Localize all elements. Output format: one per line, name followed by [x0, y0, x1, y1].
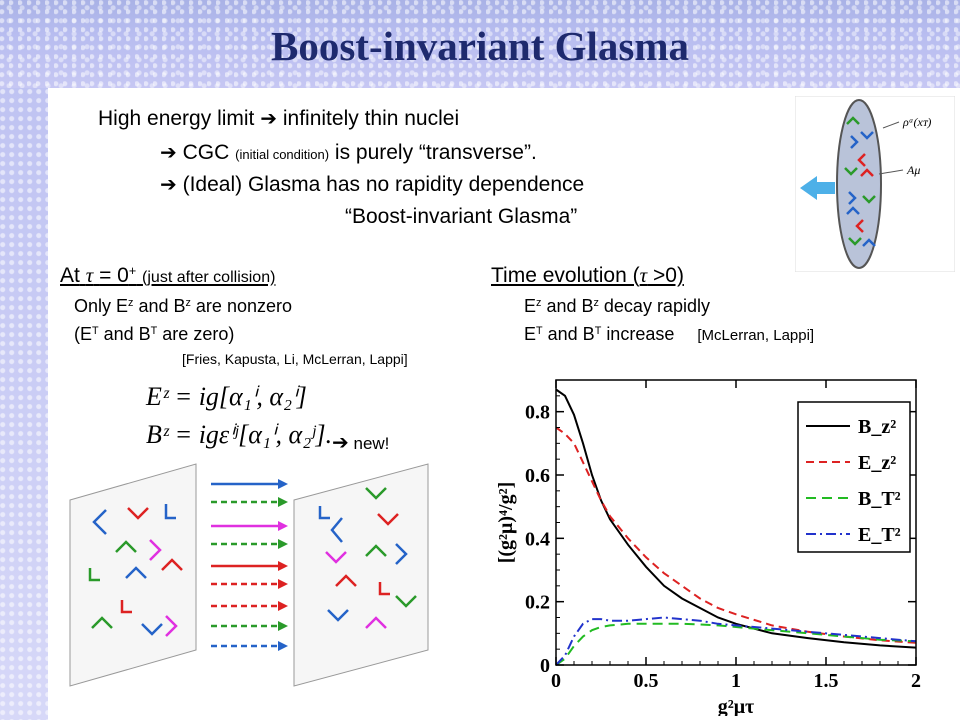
- equation-Ez: Eᶻ = ig[α₁ⁱ, α₂ⁱ]: [146, 382, 307, 411]
- left-line-1-a: Only E: [74, 296, 129, 316]
- new-label: new!: [353, 434, 390, 453]
- left-heading: At τ = 0+ (just after collision): [60, 263, 275, 288]
- T-superscript: T: [536, 325, 543, 338]
- y-tick-label: 0.6: [525, 465, 550, 487]
- arrow-icon: ➔: [260, 108, 278, 130]
- intro-line-1: High energy limit ➔ infinitely thin nucl…: [98, 106, 459, 131]
- left-heading-at: At: [60, 264, 80, 287]
- equation-Bz: Bᶻ = igεⁱʲ[α₁ⁱ, α₂ʲ].: [146, 420, 333, 449]
- y-tick-label: 0: [540, 655, 550, 677]
- intro-line-3-text: (Ideal) Glasma has no rapidity dependenc…: [182, 173, 585, 196]
- y-tick-label: 0.2: [525, 592, 550, 614]
- slide-title: Boost-invariant Glasma: [271, 23, 689, 69]
- z-superscript: z: [536, 297, 542, 310]
- right-line-2: ET and BT increase [McLerran, Lappi]: [524, 324, 814, 345]
- intro-transverse: is purely “transverse”.: [334, 141, 537, 164]
- nucleus-diagram: ρᵃ(xᴛ) Aμ: [795, 96, 955, 272]
- left-reference: [Fries, Kapusta, Li, McLerran, Lappi]: [182, 351, 408, 367]
- intro-line-1-text: High energy limit: [98, 107, 255, 130]
- right-reference: [McLerran, Lappi]: [697, 327, 815, 344]
- left-line-2-c: are zero): [162, 324, 235, 344]
- left-line-2-a: (E: [74, 324, 92, 344]
- z-superscript: z: [128, 297, 134, 310]
- x-tick-label: 0.5: [634, 670, 659, 692]
- intro-cgc: CGC: [182, 141, 230, 164]
- left-line-1-b: and B: [138, 296, 186, 316]
- x-tick-label: 1.5: [814, 670, 839, 692]
- tau-symbol: τ: [85, 263, 94, 287]
- legend-label-0: B_z²: [858, 416, 896, 438]
- y-axis-label: [(g²μ)⁴/g²]: [495, 482, 517, 564]
- intro-line-4: “Boost-invariant Glasma”: [345, 205, 578, 228]
- intro-line-2: ➔ CGC (initial condition) is purely “tra…: [160, 140, 537, 165]
- right-line-2-b: and B: [547, 324, 595, 344]
- left-heading-note: (just after collision): [142, 269, 276, 286]
- title-bar: [0, 0, 960, 88]
- right-line-1-a: E: [524, 296, 537, 316]
- intro-line-3: ➔ (Ideal) Glasma has no rapidity depende…: [160, 172, 584, 197]
- series-line-2: [555, 622, 917, 666]
- arrow-icon: ➔: [160, 142, 177, 164]
- left-heading-eq: = 0: [99, 264, 129, 287]
- left-line-2-b: and B: [103, 324, 151, 344]
- plus-superscript: +: [128, 264, 137, 279]
- legend-label-1: E_z²: [858, 452, 896, 474]
- x-axis-label: g²μτ: [718, 696, 755, 716]
- legend-label-3: E_T²: [858, 524, 901, 546]
- decorative-strip: [0, 88, 48, 720]
- x-tick-label: 2: [911, 670, 921, 692]
- intro-line-1-text-b: infinitely thin nuclei: [282, 107, 460, 130]
- field-sheets-diagram: [69, 463, 429, 687]
- arrow-icon: ➔: [332, 432, 349, 454]
- decay-chart: 0 0.5 1 1.5 2 0 0.2 0.4 0.6 0.8 g²μτ [(g²μ)⁴/g²] B_…: [492, 372, 954, 716]
- y-tick-label: 0.4: [525, 528, 550, 550]
- z-superscript: z: [593, 297, 599, 310]
- z-superscript: z: [185, 297, 191, 310]
- T-superscript: T: [92, 325, 99, 338]
- right-line-1: Ez and Bz decay rapidly: [524, 296, 710, 317]
- series-line-1: [555, 426, 917, 644]
- x-tick-label: 0: [551, 670, 561, 692]
- right-heading: Time evolution (τ >0): [491, 263, 684, 288]
- rho-label: ρᵃ(xᴛ): [902, 115, 931, 129]
- tau-symbol: τ: [639, 263, 648, 287]
- series-line-3: [555, 616, 917, 666]
- intro-initial-condition: (initial condition): [235, 147, 330, 162]
- left-line-2: (ET and BT are zero): [74, 324, 234, 345]
- left-line-1-c: are nonzero: [195, 296, 292, 316]
- right-line-1-b: and B: [546, 296, 594, 316]
- legend-label-2: B_T²: [858, 488, 901, 510]
- right-heading-a: Time evolution (: [491, 264, 640, 287]
- right-line-2-c: increase: [606, 324, 675, 344]
- x-tick-label: 1: [731, 670, 741, 692]
- arrow-icon: ➔: [160, 174, 177, 196]
- right-heading-b: >0): [653, 264, 684, 287]
- T-superscript: T: [150, 325, 158, 338]
- right-line-1-c: decay rapidly: [603, 296, 710, 316]
- right-line-2-a: E: [524, 324, 537, 344]
- left-line-1: Only Ez and Bz are nonzero: [74, 296, 292, 317]
- A-label: Aμ: [906, 163, 920, 177]
- sheet-left: [69, 463, 197, 687]
- motion-arrow-icon: [800, 176, 835, 200]
- sheet-right: [293, 463, 429, 687]
- y-tick-label: 0.8: [525, 402, 550, 424]
- T-superscript: T: [594, 325, 602, 338]
- nucleus-disk: [836, 99, 882, 269]
- series-line-0: [555, 388, 917, 649]
- new-note: ➔ new!: [332, 430, 389, 455]
